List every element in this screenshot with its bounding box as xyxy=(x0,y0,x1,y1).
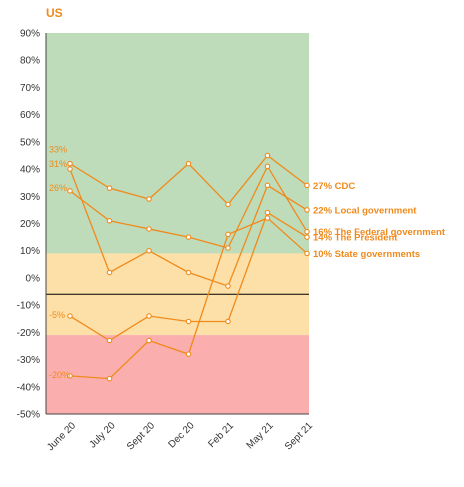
band-2 xyxy=(46,335,309,414)
data-point xyxy=(225,231,231,238)
data-point xyxy=(264,209,271,216)
y-tick-label: 50% xyxy=(20,137,40,148)
data-point xyxy=(304,182,310,189)
data-point xyxy=(185,234,192,240)
data-point xyxy=(304,228,310,235)
series-start-label: 26% xyxy=(49,183,67,193)
y-tick-label: 70% xyxy=(20,83,40,94)
series-end-label: 16% The Federal government xyxy=(313,227,446,238)
data-point xyxy=(67,160,73,167)
series-end-label: 27% CDC xyxy=(313,181,355,192)
data-point xyxy=(67,313,73,319)
y-tick-label: -30% xyxy=(17,355,40,366)
data-point xyxy=(225,283,231,289)
data-point xyxy=(146,226,152,232)
data-point xyxy=(185,160,192,167)
data-point xyxy=(146,313,152,319)
y-axis: -50% -40% -30% -20% -10% 0% 10% 20% 30% 40% 50% 60%… xyxy=(17,29,47,421)
data-point xyxy=(304,234,310,240)
data-point xyxy=(185,351,192,357)
data-point xyxy=(225,318,231,325)
series-start-label: -5% xyxy=(49,310,65,320)
data-point xyxy=(185,269,192,276)
series-labels: 27% CDC 33% 22% Local government 31% 16% The… xyxy=(49,145,446,380)
data-point xyxy=(106,269,113,276)
x-tick-label: June 20 xyxy=(45,420,78,453)
data-point xyxy=(225,201,231,208)
series-end-label: 10% State governments xyxy=(313,249,420,260)
data-point xyxy=(146,337,152,344)
data-point xyxy=(67,166,73,172)
y-tick-label: -40% xyxy=(17,382,40,393)
data-point xyxy=(67,373,73,379)
data-point xyxy=(106,185,113,191)
series-start-label: 33% xyxy=(49,145,67,155)
x-tick-label: Sept 21 xyxy=(283,420,315,452)
y-tick-label: -10% xyxy=(17,301,40,312)
series-start-label: -20% xyxy=(49,370,70,380)
data-point xyxy=(264,215,271,221)
series-points xyxy=(67,152,310,382)
y-tick-label: -20% xyxy=(17,328,40,339)
y-tick-label: 30% xyxy=(20,192,40,203)
data-point xyxy=(304,207,310,213)
y-tick-label: 20% xyxy=(20,219,40,230)
y-tick-label: 60% xyxy=(20,110,40,121)
data-point xyxy=(106,375,113,382)
chart-title: US xyxy=(46,6,63,20)
data-point xyxy=(304,250,310,257)
data-point xyxy=(67,188,73,194)
series-end-label: 14% The President xyxy=(313,233,398,244)
x-tick-label: Feb 21 xyxy=(206,420,236,450)
data-point xyxy=(106,337,113,344)
x-tick-label: May 21 xyxy=(245,420,276,451)
y-tick-label: 0% xyxy=(26,273,41,284)
x-axis: June 20 July 20 Sept 20 Dec 20 Feb 21 May 21 S… xyxy=(45,413,315,453)
background-bands xyxy=(46,33,309,414)
data-point xyxy=(264,182,271,189)
data-point xyxy=(146,196,152,202)
x-tick-label: July 20 xyxy=(87,420,117,450)
data-point xyxy=(264,163,271,170)
y-tick-label: -50% xyxy=(17,410,40,421)
y-tick-label: 80% xyxy=(20,56,40,67)
series-end-label: 22% Local government xyxy=(313,205,417,216)
data-point xyxy=(185,318,192,325)
y-tick-label: 10% xyxy=(20,246,40,257)
data-point xyxy=(264,152,271,159)
y-tick-label: 90% xyxy=(20,29,40,40)
x-tick-label: Sept 20 xyxy=(125,420,157,452)
x-tick-label: Dec 20 xyxy=(166,420,196,450)
y-tick-label: 40% xyxy=(20,165,40,176)
data-point xyxy=(106,218,113,224)
data-point xyxy=(146,247,152,254)
series-start-label: 31% xyxy=(49,159,67,169)
data-point xyxy=(225,245,231,251)
